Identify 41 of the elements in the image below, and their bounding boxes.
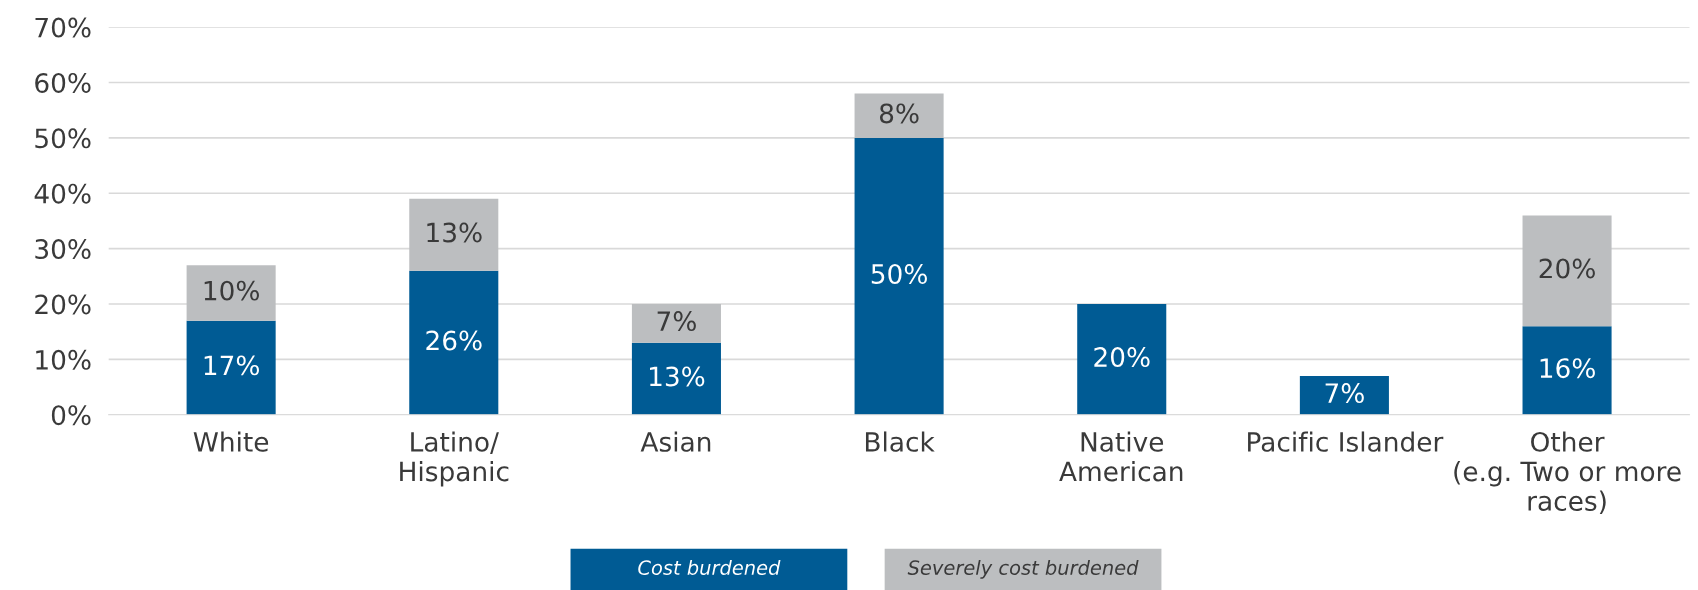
text: Severely cost burdened (907, 559, 1139, 579)
data-label: 10% (204, 280, 259, 301)
bar (631, 342, 721, 415)
x-tick-label: Black (865, 431, 935, 452)
bar (409, 198, 499, 271)
y-tick-label: 70% (35, 17, 91, 38)
y-tick-label: 10% (36, 349, 91, 370)
bar (1522, 326, 1612, 415)
data-label: 13% (427, 222, 482, 243)
data-label: 26% (426, 330, 482, 351)
bar (1522, 215, 1612, 327)
data-label: 17% (204, 355, 259, 376)
bar (1077, 304, 1167, 415)
x-tick-label: Other (e.g. Two or more races) (1454, 431, 1681, 515)
x-tick-label: White (193, 431, 269, 452)
bar (409, 270, 499, 415)
x-tick-label: Pacific Islander (1248, 431, 1444, 452)
data-label: 13% (650, 366, 705, 387)
data-label: 16% (1540, 358, 1595, 379)
data-label: 8% (879, 103, 919, 124)
bar (854, 93, 944, 138)
bar (854, 137, 944, 415)
bar (1299, 376, 1389, 415)
bar (186, 265, 276, 321)
y-tick-label: 0% (51, 405, 91, 426)
data-label: 20% (1094, 347, 1150, 368)
data-label: 50% (871, 264, 927, 284)
bar (631, 304, 721, 343)
data-label: 20% (1539, 258, 1595, 279)
y-tick-label: 60% (35, 72, 91, 93)
data-label: 7% (657, 311, 696, 332)
y-tick-label: 50% (35, 128, 91, 149)
y-tick-label: 40% (34, 183, 91, 204)
bar (186, 320, 276, 415)
x-tick-label: Native American (1059, 431, 1183, 482)
text: Cost burdened (638, 559, 781, 575)
y-tick-label: 20% (35, 294, 91, 315)
data-label: 7% (1325, 383, 1364, 404)
y-tick-label: 30% (35, 239, 91, 260)
x-tick-label: Asian (640, 431, 711, 452)
x-tick-label: Latino/ Hispanic (400, 431, 509, 487)
